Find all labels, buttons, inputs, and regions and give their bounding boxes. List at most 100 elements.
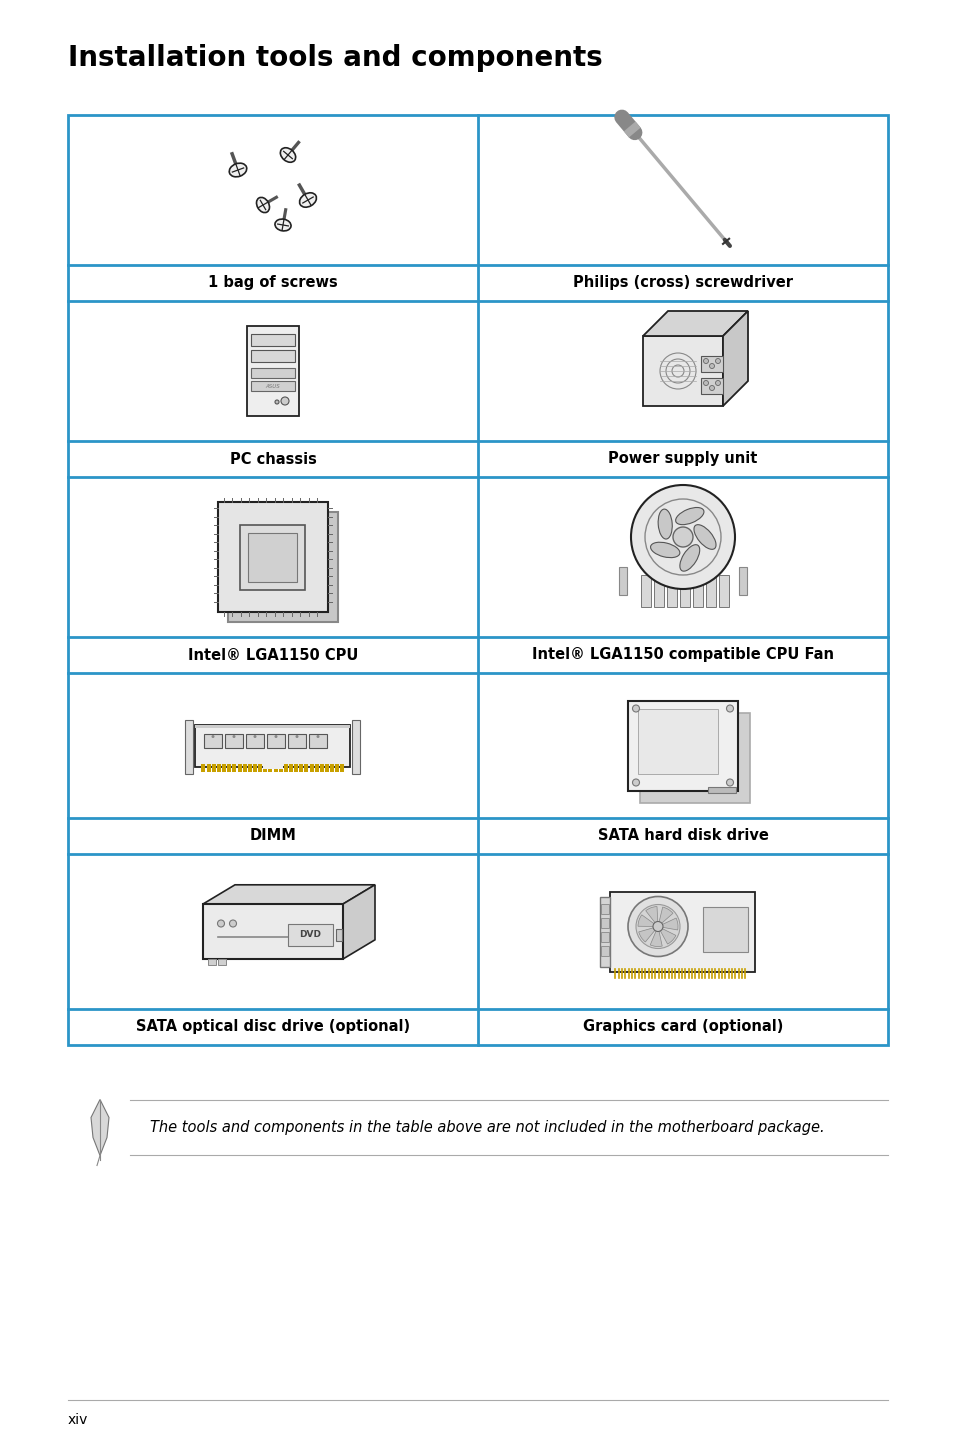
Bar	[278, 764, 282, 772]
Bar	[225, 733, 243, 748]
Bar	[240, 525, 305, 590]
Bar	[242, 764, 247, 772]
Text: Installation tools and components: Installation tools and components	[68, 45, 602, 72]
Bar	[208, 959, 215, 965]
Bar	[705, 575, 716, 607]
Text: Intel® LGA1150 compatible CPU Fan: Intel® LGA1150 compatible CPU Fan	[532, 647, 833, 663]
Bar	[289, 764, 293, 772]
Bar	[639, 712, 749, 802]
Circle shape	[636, 905, 679, 949]
Bar	[253, 764, 256, 772]
Bar	[222, 764, 226, 772]
Ellipse shape	[675, 508, 703, 525]
Circle shape	[715, 358, 720, 364]
Bar	[248, 764, 252, 772]
Bar	[304, 764, 308, 772]
Text: Power supply unit: Power supply unit	[608, 452, 757, 466]
Bar	[335, 929, 341, 940]
Circle shape	[230, 920, 236, 928]
Bar	[319, 764, 324, 772]
Bar	[618, 567, 626, 595]
Bar	[248, 532, 297, 581]
Bar	[258, 764, 262, 772]
Circle shape	[295, 735, 298, 738]
Circle shape	[632, 705, 639, 712]
Ellipse shape	[693, 525, 716, 549]
Ellipse shape	[280, 148, 295, 162]
Circle shape	[274, 400, 278, 404]
Bar	[201, 764, 205, 772]
Polygon shape	[642, 311, 747, 336]
Bar	[284, 764, 288, 772]
Bar	[212, 764, 215, 772]
Bar	[263, 764, 283, 768]
Bar	[204, 733, 222, 748]
Bar	[218, 959, 226, 965]
Bar	[195, 725, 350, 766]
Circle shape	[726, 705, 733, 712]
Circle shape	[212, 735, 214, 738]
Circle shape	[709, 364, 714, 368]
Circle shape	[253, 735, 256, 738]
Ellipse shape	[256, 197, 269, 213]
Circle shape	[630, 485, 734, 590]
Ellipse shape	[679, 545, 699, 571]
Circle shape	[316, 735, 319, 738]
Polygon shape	[203, 884, 375, 905]
Bar	[309, 733, 327, 748]
Text: Intel® LGA1150 CPU: Intel® LGA1150 CPU	[188, 647, 357, 663]
Bar	[185, 719, 193, 774]
Ellipse shape	[299, 193, 316, 207]
Bar	[310, 764, 314, 772]
Circle shape	[726, 779, 733, 787]
Bar	[227, 764, 231, 772]
Text: PC chassis: PC chassis	[230, 452, 316, 466]
Polygon shape	[722, 311, 747, 406]
Wedge shape	[650, 926, 661, 946]
Bar	[299, 764, 303, 772]
Bar	[719, 575, 728, 607]
Text: Graphics card (optional): Graphics card (optional)	[582, 1020, 782, 1034]
Bar	[640, 575, 650, 607]
Bar	[707, 787, 735, 792]
Text: DVD: DVD	[298, 930, 320, 939]
Bar	[251, 381, 294, 391]
Bar	[601, 903, 609, 913]
Bar	[335, 764, 339, 772]
Circle shape	[274, 735, 277, 738]
Wedge shape	[658, 926, 676, 945]
Wedge shape	[639, 926, 658, 942]
Bar	[352, 719, 360, 774]
Bar	[288, 923, 333, 946]
Bar	[294, 764, 298, 772]
Bar	[330, 764, 334, 772]
Bar	[68, 115, 887, 1045]
Bar	[251, 334, 294, 347]
Bar	[288, 733, 306, 748]
Bar	[666, 575, 677, 607]
Bar	[679, 575, 689, 607]
Ellipse shape	[274, 219, 291, 232]
Bar	[207, 764, 211, 772]
Circle shape	[702, 358, 708, 364]
Bar	[692, 575, 702, 607]
Bar	[203, 905, 343, 959]
Bar	[251, 349, 294, 362]
Bar	[274, 764, 277, 772]
Bar	[246, 733, 264, 748]
Text: 1 bag of screws: 1 bag of screws	[208, 276, 337, 290]
Bar	[610, 892, 755, 972]
Text: The tools and components in the table above are not included in the motherboard : The tools and components in the table ab…	[150, 1120, 823, 1135]
Circle shape	[709, 385, 714, 391]
Bar	[601, 917, 609, 928]
Bar	[601, 946, 609, 955]
Bar	[237, 764, 241, 772]
Bar	[314, 764, 318, 772]
Wedge shape	[658, 917, 678, 930]
Text: DIMM: DIMM	[250, 828, 296, 844]
Bar	[263, 764, 267, 772]
Text: ASUS: ASUS	[265, 384, 280, 390]
Ellipse shape	[658, 509, 672, 539]
Text: xiv: xiv	[68, 1414, 89, 1426]
Bar	[251, 368, 294, 378]
